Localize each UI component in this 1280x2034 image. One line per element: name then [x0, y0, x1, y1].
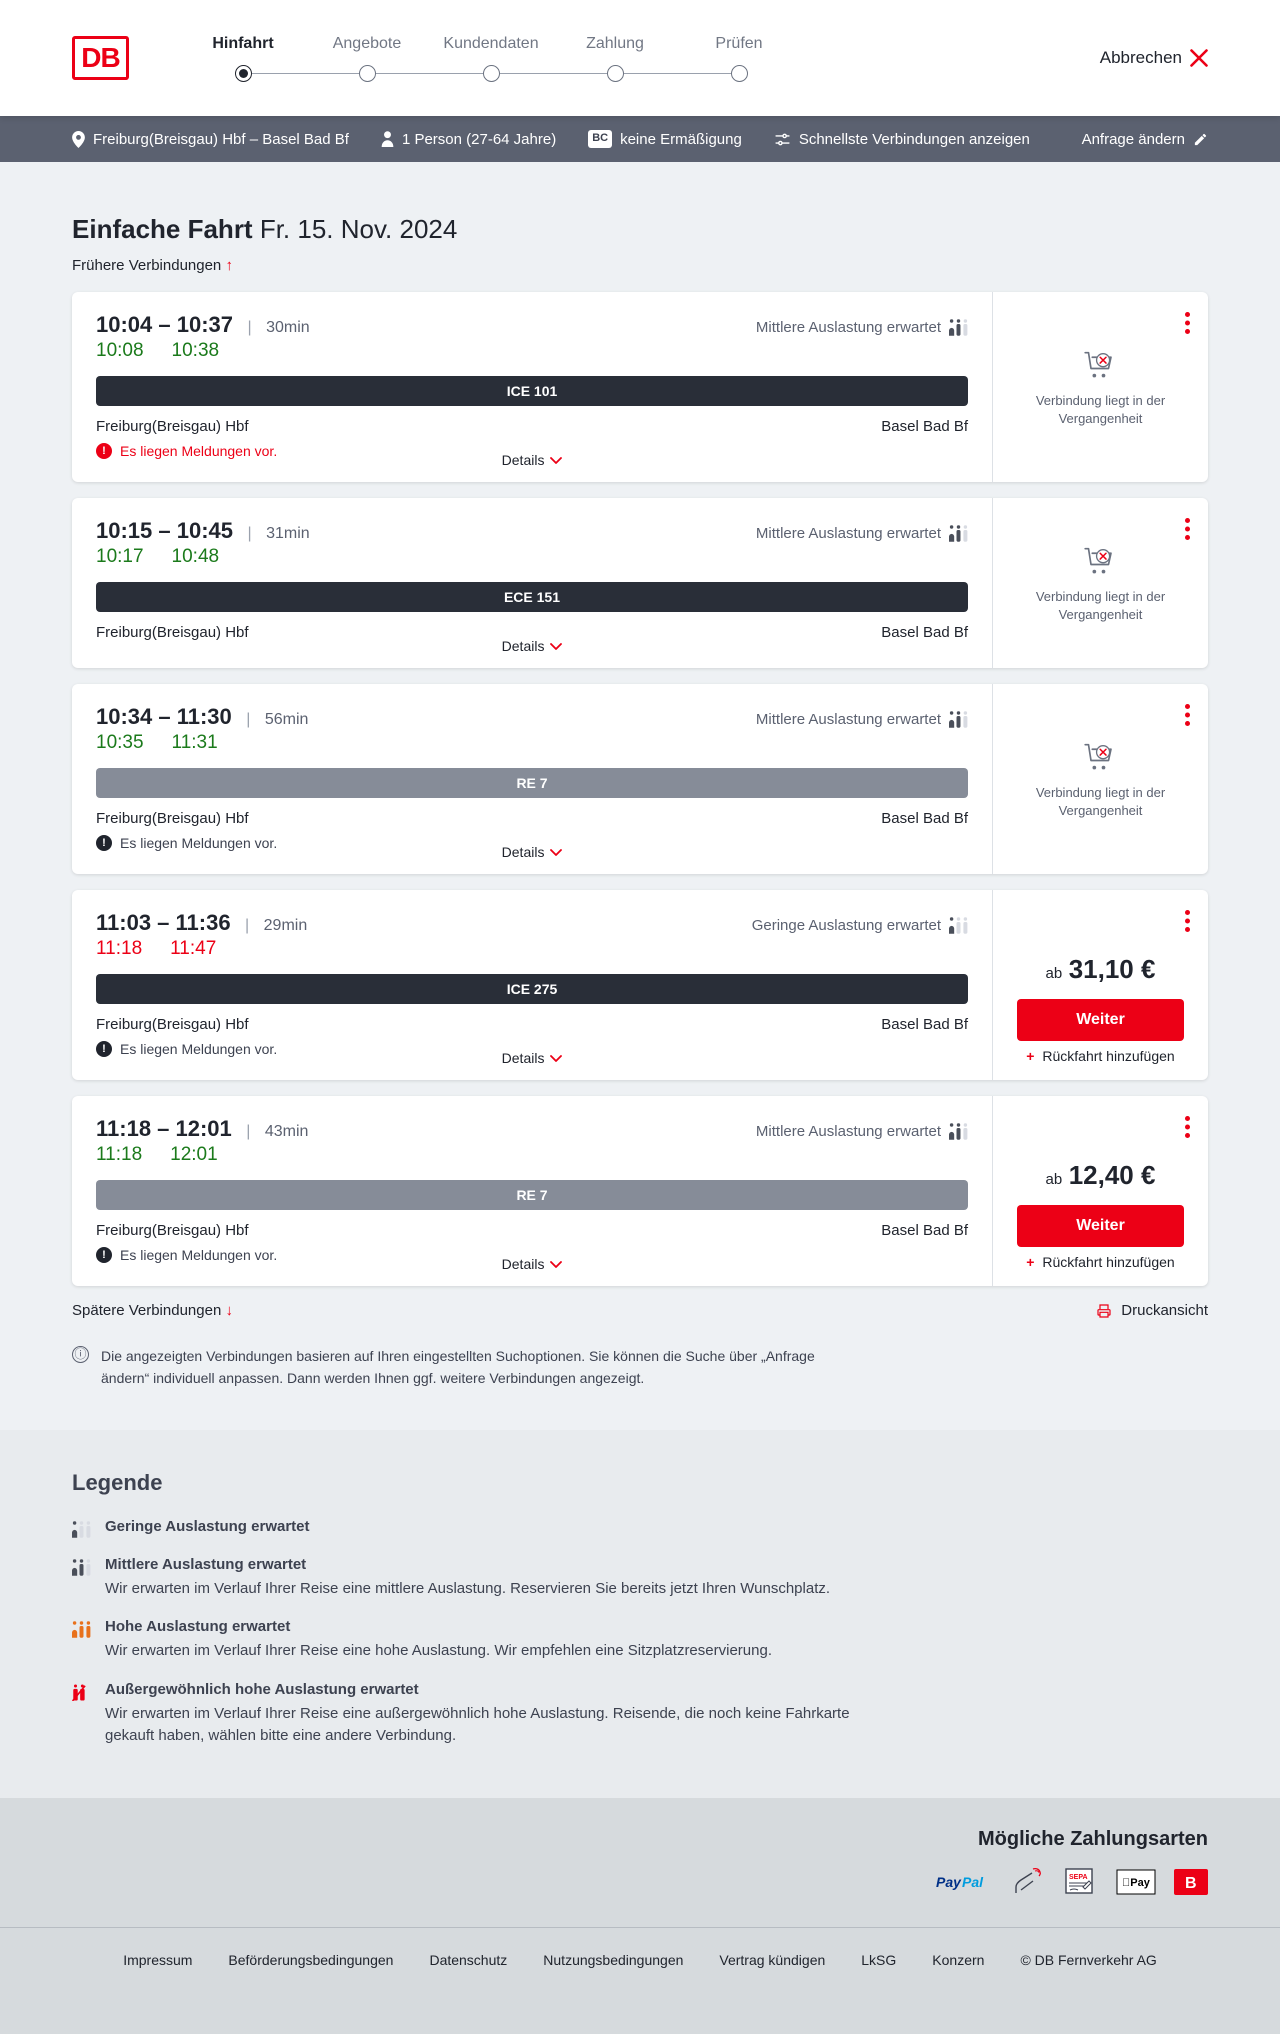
svg-text:Pay: Pay — [936, 1874, 962, 1890]
svg-text:Pal: Pal — [962, 1874, 984, 1890]
svg-text:B: B — [1185, 1875, 1197, 1892]
svg-text:Pay: Pay — [1122, 1877, 1151, 1889]
svg-text:SEPA: SEPA — [1069, 1874, 1088, 1881]
